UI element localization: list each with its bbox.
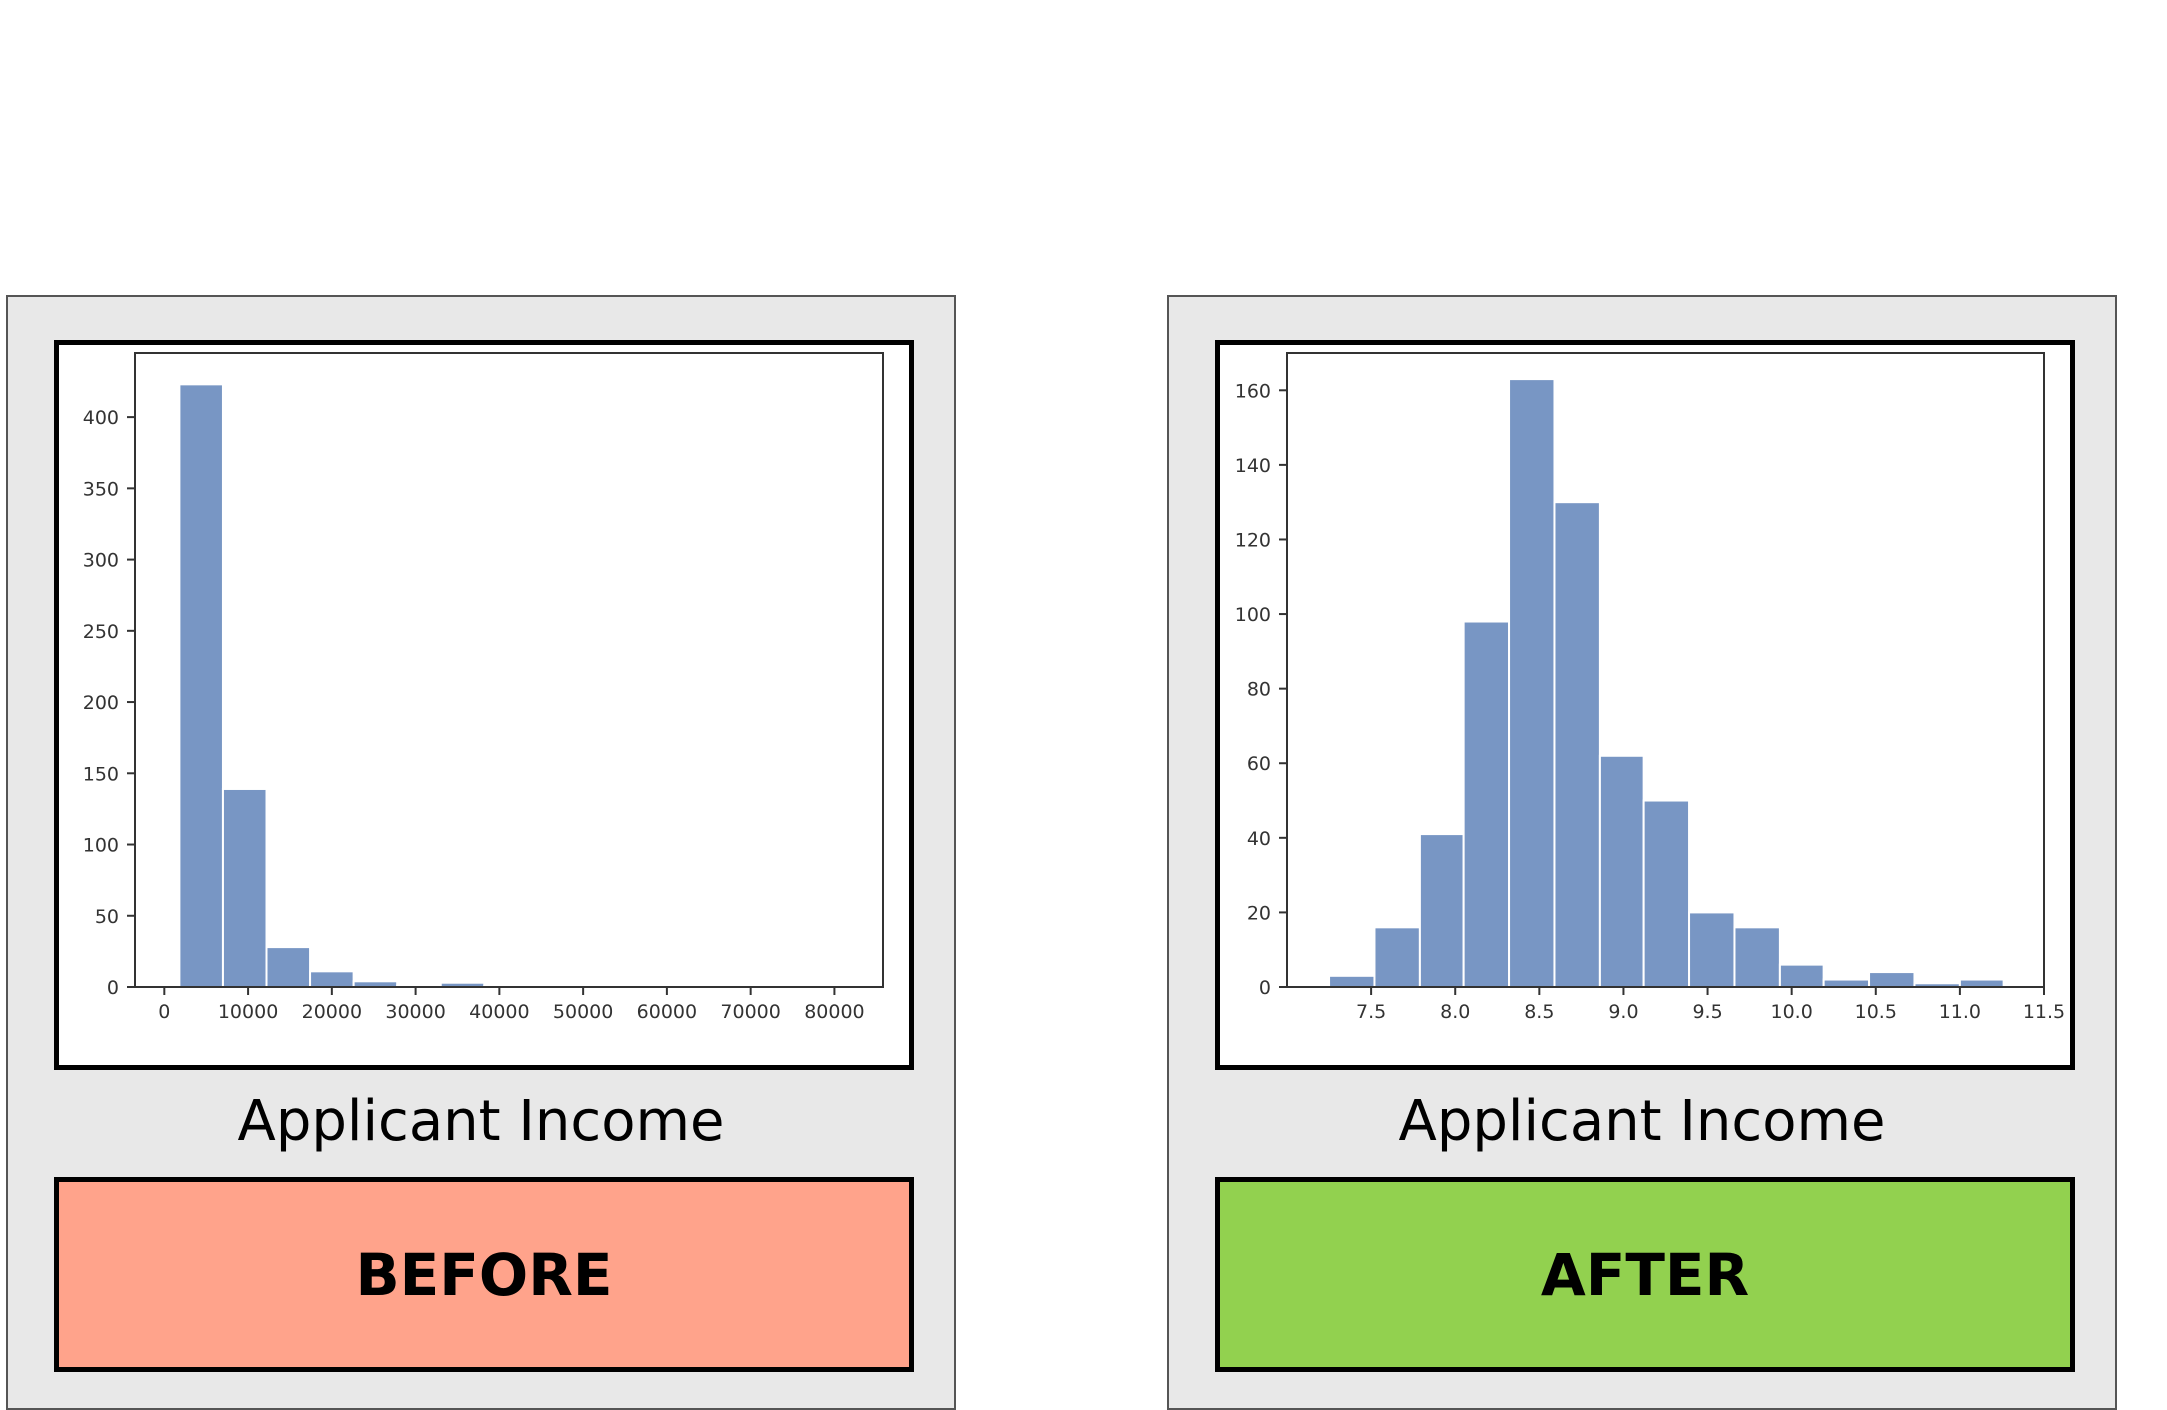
- histogram-bar: [1373, 926, 1421, 988]
- x-tick-label: 9.5: [1692, 1001, 1722, 1023]
- y-tick-label: 60: [1247, 753, 1271, 775]
- x-tick-label: 30000: [385, 1001, 445, 1023]
- y-tick-label: 300: [83, 550, 119, 572]
- x-tick-label: 10.5: [1855, 1001, 1897, 1023]
- y-tick-label: 200: [83, 692, 119, 714]
- histogram-bar: [1642, 799, 1691, 988]
- y-tick-label: 400: [83, 407, 119, 429]
- plot-border: [134, 352, 884, 988]
- after-panel: 7.5 8.0 8.5 9.0 9.5 10.0 10.5 11.0 11.5 0 20 40 60 80…: [1167, 295, 2117, 1410]
- y-tick-label: 120: [1235, 529, 1271, 551]
- x-tick-label: 8.0: [1440, 1001, 1470, 1023]
- histogram-bar: [1822, 978, 1871, 989]
- y-tick-label: 140: [1235, 455, 1271, 477]
- x-tick-label: 10000: [218, 1001, 278, 1023]
- y-tick-label: 80: [1247, 679, 1271, 701]
- x-tick-label: 80000: [804, 1001, 864, 1023]
- histogram-bar: [309, 970, 355, 988]
- x-tick-label: 11.0: [1939, 1001, 1981, 1023]
- histogram-bar: [1462, 620, 1511, 988]
- x-tick-label: 8.5: [1524, 1001, 1554, 1023]
- x-tick-label: 9.0: [1608, 1001, 1638, 1023]
- x-tick-label: 7.5: [1356, 1001, 1386, 1023]
- after-histogram: 7.5 8.0 8.5 9.0 9.5 10.0 10.5 11.0 11.5 0 20 40 60 80…: [1235, 352, 2065, 1023]
- x-tick-label: 10.0: [1771, 1001, 1813, 1023]
- y-tick-label: 40: [1247, 828, 1271, 850]
- x-tick-label: 70000: [720, 1001, 780, 1023]
- histogram-bar: [1508, 378, 1556, 988]
- after-label-box: AFTER: [1215, 1177, 2075, 1372]
- x-tick-label: 11.5: [2023, 1001, 2065, 1023]
- histogram-bar: [178, 383, 224, 989]
- histogram-bar: [1868, 971, 1916, 988]
- before-chart-caption: Applicant Income: [237, 1089, 725, 1154]
- histogram-bar: [221, 787, 268, 988]
- y-tick-label: 160: [1235, 380, 1271, 402]
- x-tick-label: 40000: [469, 1001, 529, 1023]
- histogram-bar: [1958, 978, 2005, 989]
- y-tick-label: 20: [1247, 902, 1271, 924]
- y-tick-label: 350: [83, 478, 119, 500]
- x-tick-label: 0: [158, 1001, 170, 1023]
- y-tick-label: 0: [107, 977, 119, 999]
- histogram-bar: [1553, 501, 1601, 988]
- after-chart-caption: Applicant Income: [1398, 1089, 1886, 1154]
- before-histogram: 0 10000 20000 30000 40000 50000 60000 70000 8000…: [83, 352, 884, 1023]
- y-tick-label: 100: [1235, 604, 1271, 626]
- plot-border: [1286, 352, 2045, 988]
- histogram-bar: [1733, 926, 1781, 988]
- y-tick-label: 250: [83, 621, 119, 643]
- histogram-bar: [1778, 963, 1825, 989]
- y-tick-label: 150: [83, 763, 119, 785]
- histogram-bar: [1418, 833, 1465, 988]
- x-tick-label: 50000: [553, 1001, 613, 1023]
- x-tick-label: 20000: [302, 1001, 362, 1023]
- histogram-bar: [1688, 911, 1736, 988]
- y-tick-label: 0: [1259, 977, 1271, 999]
- before-label-box: BEFORE: [54, 1177, 914, 1372]
- histogram-bar: [1598, 754, 1645, 988]
- x-tick-label: 60000: [637, 1001, 697, 1023]
- y-tick-label: 50: [95, 906, 119, 928]
- y-tick-label: 100: [83, 835, 119, 857]
- after-chart-frame: 7.5 8.0 8.5 9.0 9.5 10.0 10.5 11.0 11.5 0 20 40 60 80…: [1215, 340, 2075, 1070]
- before-chart-frame: 0 10000 20000 30000 40000 50000 60000 70000 8000…: [54, 340, 914, 1070]
- histogram-bar: [1328, 974, 1376, 989]
- histogram-bar: [265, 946, 312, 988]
- before-panel: 0 10000 20000 30000 40000 50000 60000 70000 8000…: [6, 295, 956, 1410]
